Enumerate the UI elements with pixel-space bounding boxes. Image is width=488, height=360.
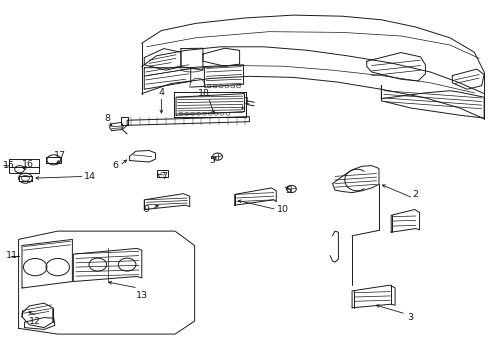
Text: 2: 2 (412, 190, 418, 199)
Text: 5: 5 (209, 156, 215, 165)
Text: 5: 5 (285, 186, 291, 195)
Text: 11: 11 (6, 251, 18, 260)
Bar (9, 159, 39, 173)
Text: 15: 15 (2, 161, 15, 170)
Text: 10: 10 (276, 205, 288, 214)
Bar (157, 170, 168, 177)
Text: 12: 12 (29, 317, 41, 325)
Text: 1: 1 (244, 97, 249, 106)
Text: 7: 7 (161, 172, 166, 181)
Text: 9: 9 (143, 205, 149, 214)
Text: 13: 13 (136, 291, 147, 300)
Text: 3: 3 (407, 313, 413, 322)
Text: 18: 18 (198, 89, 210, 98)
Text: 17: 17 (54, 151, 65, 160)
Text: 4: 4 (158, 88, 164, 97)
Text: 8: 8 (104, 114, 110, 123)
Text: 16: 16 (22, 161, 34, 169)
Text: 6: 6 (112, 161, 118, 170)
Text: 14: 14 (83, 172, 95, 181)
